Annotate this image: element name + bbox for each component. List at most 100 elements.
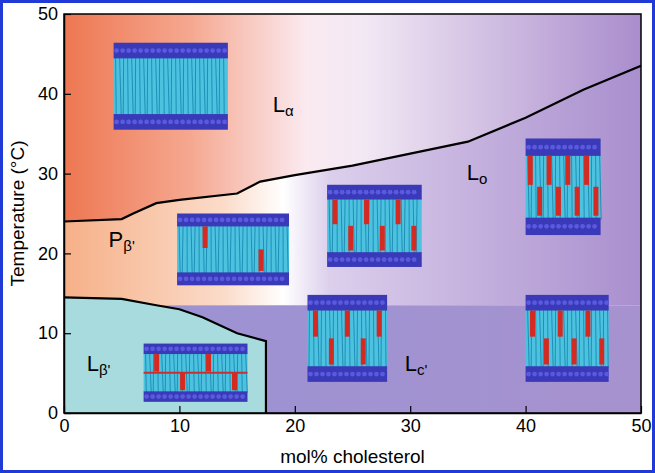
headgroup bbox=[126, 119, 131, 124]
headgroups bbox=[114, 43, 228, 59]
chain-line bbox=[591, 309, 592, 368]
headgroup bbox=[210, 48, 215, 53]
chain-line bbox=[247, 225, 248, 274]
chain-line bbox=[207, 57, 208, 116]
headgroup bbox=[574, 372, 579, 377]
headgroup bbox=[556, 300, 561, 305]
plot-frame bbox=[64, 14, 641, 413]
cholesterol bbox=[575, 187, 580, 216]
chain-line bbox=[163, 57, 165, 116]
phase-label: Lα bbox=[273, 92, 294, 119]
headgroup bbox=[180, 394, 185, 399]
headgroup bbox=[376, 257, 381, 262]
headgroup bbox=[168, 346, 173, 351]
headgroup bbox=[356, 372, 361, 377]
headgroup bbox=[180, 48, 185, 53]
headgroup bbox=[580, 145, 585, 150]
headgroup bbox=[204, 119, 209, 124]
headgroup bbox=[184, 276, 189, 281]
headgroup bbox=[592, 300, 597, 305]
headgroup bbox=[220, 276, 225, 281]
cholesterol bbox=[232, 373, 237, 390]
headgroup bbox=[586, 372, 591, 377]
headgroup bbox=[232, 276, 237, 281]
headgroup bbox=[362, 300, 367, 305]
headgroup bbox=[562, 372, 567, 377]
headgroup bbox=[580, 300, 585, 305]
headgroup bbox=[222, 48, 227, 53]
headgroup bbox=[162, 48, 167, 53]
tick: 40 bbox=[38, 84, 71, 104]
headgroups bbox=[144, 344, 248, 354]
headgroup bbox=[568, 300, 573, 305]
headgroup bbox=[162, 346, 167, 351]
chain-line bbox=[215, 225, 216, 274]
snapshots bbox=[114, 43, 609, 402]
headgroup bbox=[150, 119, 155, 124]
headgroup bbox=[156, 119, 161, 124]
headgroup bbox=[320, 372, 325, 377]
headgroup bbox=[210, 346, 215, 351]
chain-line bbox=[528, 309, 530, 368]
headgroup bbox=[256, 218, 261, 223]
chain-line bbox=[278, 225, 280, 274]
chain-line bbox=[223, 57, 225, 116]
tick-mark bbox=[179, 406, 180, 413]
chain-line bbox=[216, 57, 218, 116]
headgroup bbox=[308, 300, 313, 305]
tick-label: 0 bbox=[48, 403, 58, 423]
headgroup bbox=[598, 300, 603, 305]
headgroup bbox=[376, 190, 381, 195]
headgroup bbox=[262, 218, 267, 223]
tick-label: 30 bbox=[38, 164, 58, 184]
cholesterol bbox=[572, 338, 577, 364]
headgroup bbox=[204, 394, 209, 399]
headgroup bbox=[550, 300, 555, 305]
headgroup bbox=[186, 394, 191, 399]
headgroup bbox=[412, 190, 417, 195]
chain-line bbox=[543, 154, 544, 220]
cholesterol bbox=[593, 187, 598, 216]
bilayer-snapshot bbox=[114, 43, 228, 130]
tick-label: 10 bbox=[38, 323, 58, 343]
chain-line bbox=[179, 225, 180, 274]
chain-line bbox=[535, 154, 537, 220]
tick: 0 bbox=[48, 403, 71, 423]
phase-label: Lo bbox=[467, 159, 488, 186]
cholesterol bbox=[599, 338, 604, 364]
chain-line bbox=[571, 154, 573, 220]
phase-label-main: L bbox=[467, 159, 479, 184]
headgroup bbox=[568, 145, 573, 150]
headgroup bbox=[362, 372, 367, 377]
headgroup bbox=[574, 145, 579, 150]
headgroup bbox=[380, 300, 385, 305]
bilayer-snapshot bbox=[307, 295, 387, 382]
headgroup bbox=[150, 346, 155, 351]
chain-line bbox=[353, 198, 354, 254]
headgroup bbox=[186, 119, 191, 124]
headgroup bbox=[388, 190, 393, 195]
chain-line bbox=[368, 309, 370, 368]
headgroup bbox=[184, 218, 189, 223]
headgroup bbox=[388, 257, 393, 262]
tick: 50 bbox=[631, 406, 651, 436]
chain-line bbox=[171, 57, 172, 116]
headgroup bbox=[332, 372, 337, 377]
chain-line bbox=[535, 309, 537, 368]
tick-label: 10 bbox=[170, 416, 190, 436]
chain-line bbox=[115, 57, 117, 116]
chain-line bbox=[132, 57, 134, 116]
headgroup bbox=[150, 394, 155, 399]
tick-mark bbox=[64, 94, 71, 95]
headgroup bbox=[394, 190, 399, 195]
chain-line bbox=[552, 309, 554, 368]
headgroup bbox=[196, 276, 201, 281]
tick-mark bbox=[64, 174, 71, 175]
tick-label: 50 bbox=[38, 4, 58, 24]
chain-line bbox=[254, 225, 256, 274]
headgroup bbox=[338, 372, 343, 377]
headgroup bbox=[538, 224, 543, 229]
headgroup bbox=[144, 346, 149, 351]
headgroup bbox=[192, 119, 197, 124]
chain-line bbox=[199, 225, 200, 274]
